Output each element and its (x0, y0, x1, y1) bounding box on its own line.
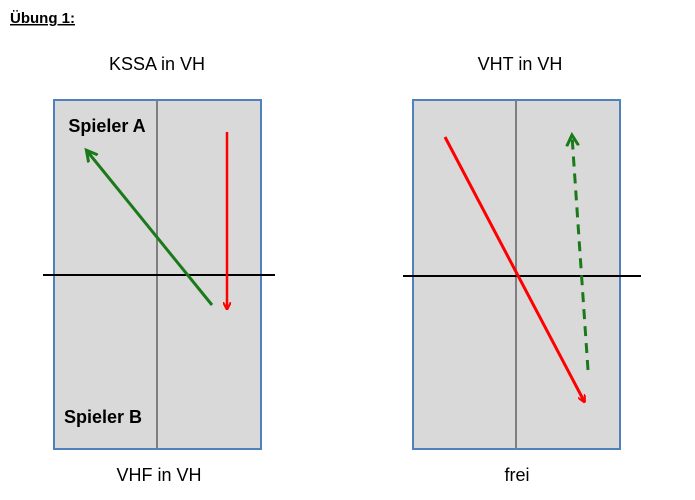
panel-title: KSSA in VH (109, 54, 205, 74)
player-label: Spieler B (64, 407, 142, 427)
arrow (443, 136, 584, 401)
panel-caption: VHF in VH (116, 465, 201, 485)
player-label: Spieler A (68, 116, 145, 136)
arrow (572, 136, 590, 371)
page-title: Übung 1: (10, 10, 75, 27)
panel-title: VHT in VH (478, 54, 563, 74)
panel-caption: frei (504, 465, 529, 485)
arrow (87, 151, 214, 306)
